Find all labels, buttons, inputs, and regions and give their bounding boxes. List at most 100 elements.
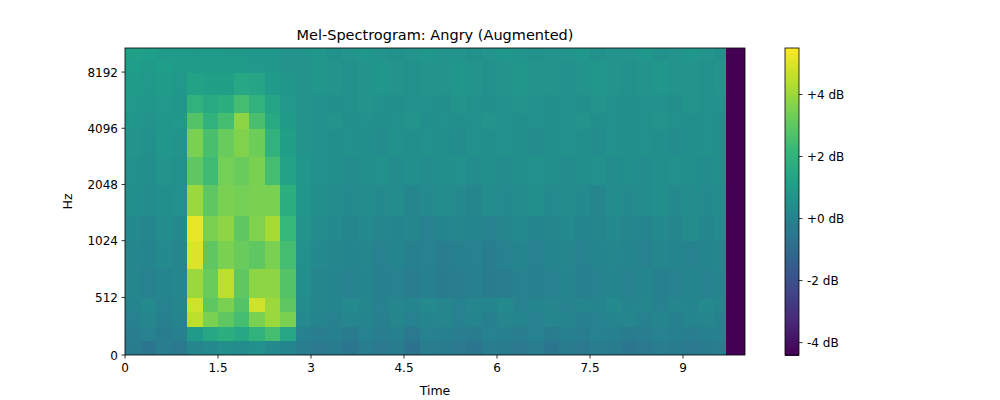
cell xyxy=(683,326,699,341)
cell xyxy=(311,112,327,129)
cell xyxy=(296,312,312,327)
cell xyxy=(559,215,575,241)
cell xyxy=(575,95,591,113)
cell xyxy=(726,312,745,327)
cell xyxy=(668,128,684,156)
cell xyxy=(389,112,405,129)
cell xyxy=(683,241,699,269)
cell xyxy=(280,215,296,241)
cell xyxy=(404,326,420,341)
cell xyxy=(497,215,513,241)
x-tick-label: 4.5 xyxy=(394,361,413,375)
cell xyxy=(544,156,560,185)
cell xyxy=(652,60,668,73)
cell xyxy=(637,128,653,156)
cell xyxy=(683,95,699,113)
cell xyxy=(621,215,637,241)
cell xyxy=(575,156,591,185)
cell xyxy=(451,72,467,95)
cell xyxy=(513,341,529,355)
cell xyxy=(234,241,250,269)
cell xyxy=(311,156,327,185)
cell xyxy=(373,95,389,113)
cell xyxy=(699,72,715,95)
cell xyxy=(652,312,668,327)
cell xyxy=(358,112,374,129)
cell xyxy=(218,95,234,113)
x-tick-label: 9 xyxy=(679,361,687,375)
colorbar-tick xyxy=(799,218,803,219)
cell xyxy=(652,241,668,269)
cell xyxy=(606,95,622,113)
y-tick-label: 1024 xyxy=(87,234,118,248)
cell xyxy=(466,269,482,298)
cell xyxy=(513,60,529,73)
cell xyxy=(296,128,312,156)
cell xyxy=(652,341,668,355)
cell xyxy=(172,48,188,61)
cell xyxy=(466,184,482,215)
cell xyxy=(544,128,560,156)
cell xyxy=(528,297,544,312)
cell xyxy=(451,112,467,129)
cell xyxy=(528,112,544,129)
cell xyxy=(559,241,575,269)
cell xyxy=(234,215,250,241)
cell xyxy=(637,297,653,312)
cell xyxy=(420,269,436,298)
cell xyxy=(544,312,560,327)
cell xyxy=(435,297,451,312)
cell xyxy=(482,112,498,129)
cell xyxy=(280,326,296,341)
cell xyxy=(311,72,327,95)
cell xyxy=(203,184,219,215)
cell xyxy=(575,341,591,355)
cell xyxy=(575,60,591,73)
cell xyxy=(125,326,141,341)
cell xyxy=(513,241,529,269)
cell xyxy=(497,48,513,61)
cell xyxy=(156,72,172,95)
cell xyxy=(172,72,188,95)
cell xyxy=(373,60,389,73)
cell xyxy=(668,297,684,312)
cell xyxy=(218,241,234,269)
cell xyxy=(699,269,715,298)
cell xyxy=(141,112,157,129)
cell xyxy=(435,269,451,298)
cell xyxy=(172,60,188,73)
cell xyxy=(621,184,637,215)
cell xyxy=(451,156,467,185)
cell xyxy=(575,215,591,241)
cell xyxy=(373,326,389,341)
cell xyxy=(528,128,544,156)
cell xyxy=(451,184,467,215)
cell xyxy=(218,215,234,241)
cell xyxy=(234,312,250,327)
cell xyxy=(249,128,265,156)
cell xyxy=(141,215,157,241)
cell xyxy=(497,156,513,185)
cell xyxy=(683,60,699,73)
cell xyxy=(699,215,715,241)
cell xyxy=(373,297,389,312)
cell xyxy=(590,241,606,269)
cell xyxy=(327,241,343,269)
cell xyxy=(559,60,575,73)
cell xyxy=(373,215,389,241)
cell xyxy=(234,112,250,129)
cell xyxy=(172,269,188,298)
cell xyxy=(559,156,575,185)
cell xyxy=(699,156,715,185)
cell xyxy=(513,112,529,129)
cell xyxy=(559,297,575,312)
y-tick-label: 2048 xyxy=(87,178,118,192)
cell xyxy=(466,95,482,113)
cell xyxy=(249,72,265,95)
cell xyxy=(311,128,327,156)
cell xyxy=(280,312,296,327)
cell xyxy=(373,72,389,95)
cell xyxy=(513,48,529,61)
cell xyxy=(652,297,668,312)
cell xyxy=(404,48,420,61)
